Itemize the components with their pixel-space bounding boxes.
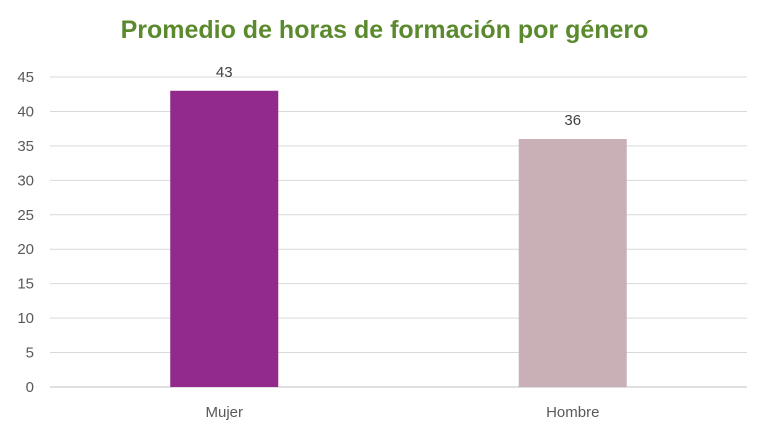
chart-title: Promedio de horas de formación por géner… xyxy=(120,16,649,44)
y-tick-label: 35 xyxy=(17,138,34,155)
y-tick-label: 20 xyxy=(17,241,34,258)
x-axis-ticks: Mujer Hombre xyxy=(205,404,599,421)
bar-mujer xyxy=(170,90,279,388)
y-tick-label: 0 xyxy=(26,379,34,396)
gridlines xyxy=(50,76,747,388)
bar-hombre xyxy=(518,139,627,387)
x-tick-label-mujer: Mujer xyxy=(205,404,243,421)
y-tick-label: 40 xyxy=(17,103,34,120)
y-axis-ticks: 0 5 10 15 20 25 30 35 40 45 xyxy=(17,69,34,396)
data-label-mujer: 43 xyxy=(216,64,233,81)
data-labels: 43 36 xyxy=(216,64,581,129)
y-tick-label: 25 xyxy=(17,207,34,224)
bars xyxy=(170,90,627,388)
data-label-hombre: 36 xyxy=(564,112,581,129)
x-tick-label-hombre: Hombre xyxy=(546,404,599,421)
y-tick-label: 5 xyxy=(26,345,34,362)
y-tick-label: 10 xyxy=(17,310,34,327)
y-tick-label: 30 xyxy=(17,172,34,189)
y-tick-label: 45 xyxy=(17,69,34,86)
y-tick-label: 15 xyxy=(17,276,34,293)
